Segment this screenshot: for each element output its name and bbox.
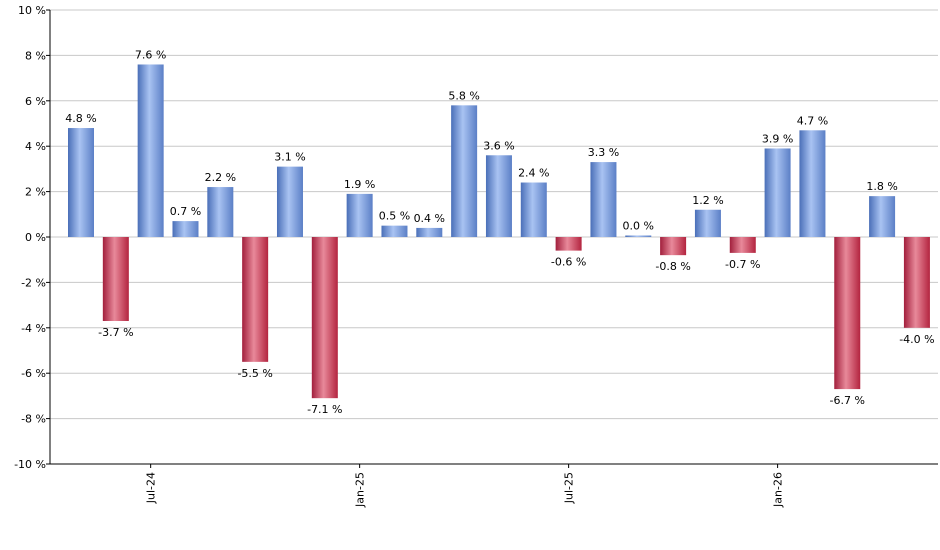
data-label: -4.0 % — [899, 333, 934, 346]
bar-dec-24 — [311, 237, 338, 399]
axes — [49, 10, 938, 465]
y-tick-label: 0 % — [25, 231, 46, 244]
data-label: 2.4 % — [518, 167, 549, 180]
y-tick-label: 6 % — [25, 95, 46, 108]
data-label: -7.1 % — [307, 403, 342, 416]
bar-jul-24 — [137, 64, 164, 237]
bar-jan-25 — [346, 193, 373, 237]
bar-apr-26 — [869, 196, 896, 237]
data-label: 0.5 % — [379, 210, 410, 223]
data-label: 2.2 % — [205, 171, 236, 184]
bar-may-24 — [68, 128, 94, 237]
y-tick-label: 8 % — [25, 49, 46, 62]
bar-mar-25 — [416, 227, 443, 237]
bar-jun-24 — [102, 237, 129, 321]
data-label: -0.6 % — [551, 256, 586, 269]
y-tick-label: -4 % — [21, 322, 46, 335]
y-tick-label: -10 % — [14, 458, 46, 471]
data-label: -5.5 % — [237, 367, 272, 380]
bar-aug-25 — [590, 162, 617, 237]
data-label: -0.7 % — [725, 258, 760, 271]
data-labels: 4.8 % -3.7 % 7.6 % 0.7 % 2.2 % -5.5 % 3.1 % -7.… — [65, 48, 934, 416]
x-tick-label: Jul-25 — [563, 472, 576, 504]
y-tick-label: -8 % — [21, 413, 46, 426]
data-label: 7.6 % — [135, 48, 166, 61]
data-label: -3.7 % — [98, 326, 133, 339]
bar-dec-25 — [729, 237, 756, 253]
bar-jun-25 — [520, 182, 547, 237]
data-label: 3.9 % — [762, 132, 793, 145]
y-tick-label: 4 % — [25, 140, 46, 153]
data-label: -0.8 % — [655, 260, 690, 273]
y-axis-tick-labels: -10 % -8 % -6 % -4 % -2 % 0 % 2 % 4 % 6 % 8 % 10 % — [14, 4, 50, 471]
bar-mar-26 — [834, 237, 861, 390]
data-label: 5.8 % — [448, 89, 479, 102]
data-label: 1.2 % — [692, 194, 723, 207]
data-label: 3.6 % — [483, 139, 514, 152]
bar-aug-24 — [172, 221, 199, 237]
x-tick-label: Jan-25 — [354, 472, 367, 508]
bar-nov-25 — [694, 209, 721, 237]
y-tick-label: -2 % — [21, 276, 46, 289]
bar-jan-26 — [764, 148, 791, 237]
bar-may-26 — [903, 237, 930, 328]
bar-feb-26 — [799, 130, 826, 237]
data-label: 3.1 % — [274, 151, 305, 164]
bar-nov-24 — [276, 166, 303, 237]
data-label: 3.3 % — [588, 146, 619, 159]
bar-sep-24 — [207, 187, 234, 237]
bar-feb-25 — [381, 225, 408, 237]
data-label: 4.8 % — [65, 112, 96, 125]
data-label: -6.7 % — [830, 394, 865, 407]
x-tick-label: Jul-24 — [145, 472, 158, 504]
data-label: 4.7 % — [797, 114, 828, 127]
y-tick-label: 2 % — [25, 186, 46, 199]
data-label: 0.7 % — [170, 205, 201, 218]
bar-jul-25 — [555, 237, 582, 251]
x-axis-tick-labels: Jul-24 Jan-25 Jul-25 Jan-26 — [145, 464, 785, 508]
data-label: 1.9 % — [344, 178, 375, 191]
bar-may-25 — [485, 155, 512, 237]
data-label: 1.8 % — [866, 180, 897, 193]
y-tick-label: -6 % — [21, 367, 46, 380]
y-tick-label: 10 % — [18, 4, 46, 17]
bar-sep-25 — [625, 235, 652, 237]
bar-apr-25 — [451, 105, 478, 237]
data-label: 0.0 % — [623, 220, 654, 233]
bar-oct-25 — [660, 237, 687, 256]
bar-oct-24 — [242, 237, 269, 362]
bars — [68, 64, 930, 399]
x-tick-label: Jan-26 — [772, 472, 785, 508]
data-label: 0.4 % — [414, 212, 445, 225]
